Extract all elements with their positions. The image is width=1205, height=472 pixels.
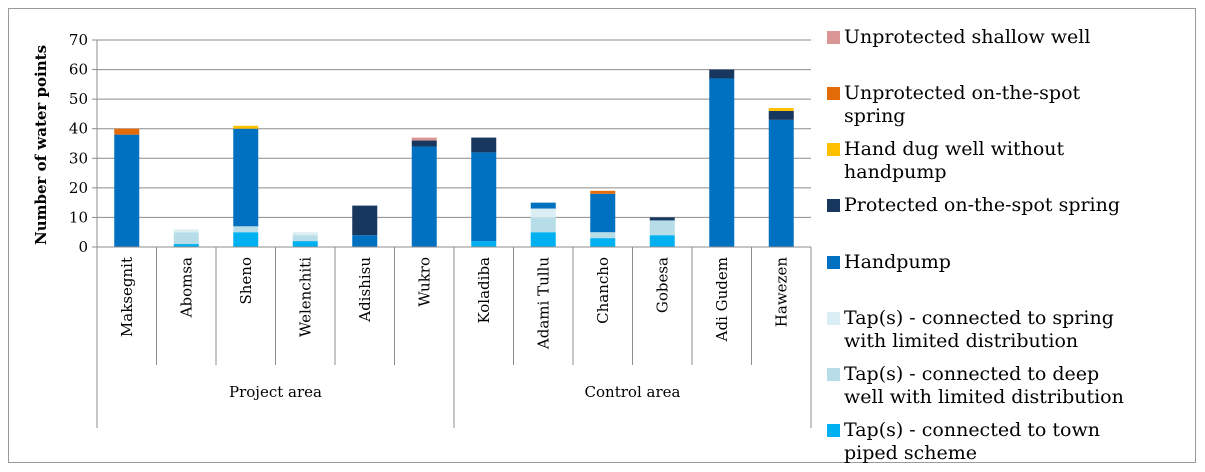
bar-segment (411, 137, 437, 141)
y-axis-label: Number of water points (32, 45, 50, 245)
legend-label: Unprotected on-the-spot (844, 82, 1081, 104)
x-tick-label: Adi Gudem (713, 257, 731, 342)
y-tick-label: 70 (69, 31, 88, 49)
legend-label: Protected on-the-spot spring (844, 194, 1120, 216)
legend-swatch (827, 31, 840, 44)
bars (114, 69, 794, 247)
legend-label: Handpump (844, 251, 951, 273)
legend-label: with limited distribution (844, 330, 1078, 352)
bar-segment (292, 232, 318, 236)
legend-label: spring (844, 105, 905, 127)
legend-label: Unprotected shallow well (844, 26, 1090, 48)
bar-segment (530, 208, 556, 218)
x-tick-label: Adishisu (356, 257, 374, 323)
bar-segment (233, 125, 259, 129)
bar-segment (471, 152, 497, 242)
x-tick-label: Welenchiti (296, 257, 314, 337)
bar-segment (114, 134, 140, 247)
x-tick-label: Adami Tullu (534, 257, 552, 350)
legend-swatch (827, 87, 840, 100)
bar-segment (173, 244, 199, 247)
y-tick-label: 40 (69, 120, 88, 138)
group-label: Project area (229, 383, 322, 401)
legend-swatch (827, 256, 840, 269)
x-tick-label: Chancho (594, 257, 612, 324)
bar-segment (411, 146, 437, 247)
group-label: Control area (585, 383, 681, 401)
x-tick-label: Koladiba (475, 257, 493, 324)
legend-label: well with limited distribution (844, 386, 1124, 408)
bar-segment (292, 241, 318, 247)
x-tick-label: Gobesa (653, 257, 671, 313)
bar-segment (352, 235, 378, 247)
gridlines (97, 39, 811, 248)
y-tick-label: 0 (78, 238, 88, 256)
bar-segment (530, 232, 556, 247)
bar-segment (173, 229, 199, 233)
bar-segment (114, 128, 140, 135)
bar-segment (649, 217, 675, 221)
legend-swatch (827, 199, 840, 212)
bar-segment (471, 241, 497, 247)
y-tick-label: 30 (69, 149, 88, 167)
bar-segment (292, 235, 318, 242)
chart-frame (8, 8, 1196, 463)
bar-segment (530, 202, 556, 209)
bar-segment (768, 119, 794, 247)
bar-segment (709, 69, 735, 79)
bar-segment (768, 108, 794, 111)
legend-swatch (827, 368, 840, 381)
bar-segment (173, 232, 199, 245)
bar-segment (530, 217, 556, 233)
bar-segment (590, 193, 616, 233)
y-tick-label: 20 (69, 179, 88, 197)
x-tick-label: Hawezen (772, 257, 790, 328)
y-tick-labels: 0 10 20 30 40 50 60 70 (69, 31, 88, 256)
bar-segment (709, 78, 735, 247)
legend-swatch (827, 424, 840, 437)
y-tick-label: 10 (69, 208, 88, 226)
bar-segment (233, 232, 259, 247)
x-tick-label: Sheno (237, 257, 255, 305)
y-tick-label: 60 (69, 61, 88, 79)
legend-swatch (827, 143, 840, 156)
legend-label: piped scheme (844, 442, 977, 464)
bar-segment (590, 232, 616, 239)
y-tick-label: 50 (69, 90, 88, 108)
legend: Unprotected shallow well Unprotected on-t… (827, 26, 1124, 464)
bar-segment (590, 238, 616, 247)
legend-label: Tap(s) - connected to town (844, 419, 1100, 441)
bar-segment (649, 220, 675, 236)
bar-segment (411, 140, 437, 147)
bar-segment (768, 110, 794, 120)
bar-segment (471, 137, 497, 153)
x-tick-labels: Maksegnit Abomsa Sheno Welenchiti Adishisu Wu… (118, 257, 791, 350)
legend-label: Tap(s) - connected to deep (844, 363, 1099, 385)
legend-label: handpump (844, 161, 947, 183)
x-tick-label: Maksegnit (118, 257, 136, 337)
bar-segment (590, 190, 616, 194)
x-tick-label: Wukro (415, 257, 433, 307)
axes (92, 39, 812, 428)
bar-segment (352, 205, 378, 236)
bar-segment (233, 226, 259, 233)
bar-segment (233, 128, 259, 227)
bar-segment (649, 235, 675, 247)
legend-label: Tap(s) - connected to spring (844, 307, 1114, 329)
group-labels: Project area Control area (229, 383, 680, 401)
legend-label: Hand dug well without (844, 138, 1065, 160)
x-tick-label: Abomsa (177, 257, 195, 318)
legend-swatch (827, 312, 840, 325)
